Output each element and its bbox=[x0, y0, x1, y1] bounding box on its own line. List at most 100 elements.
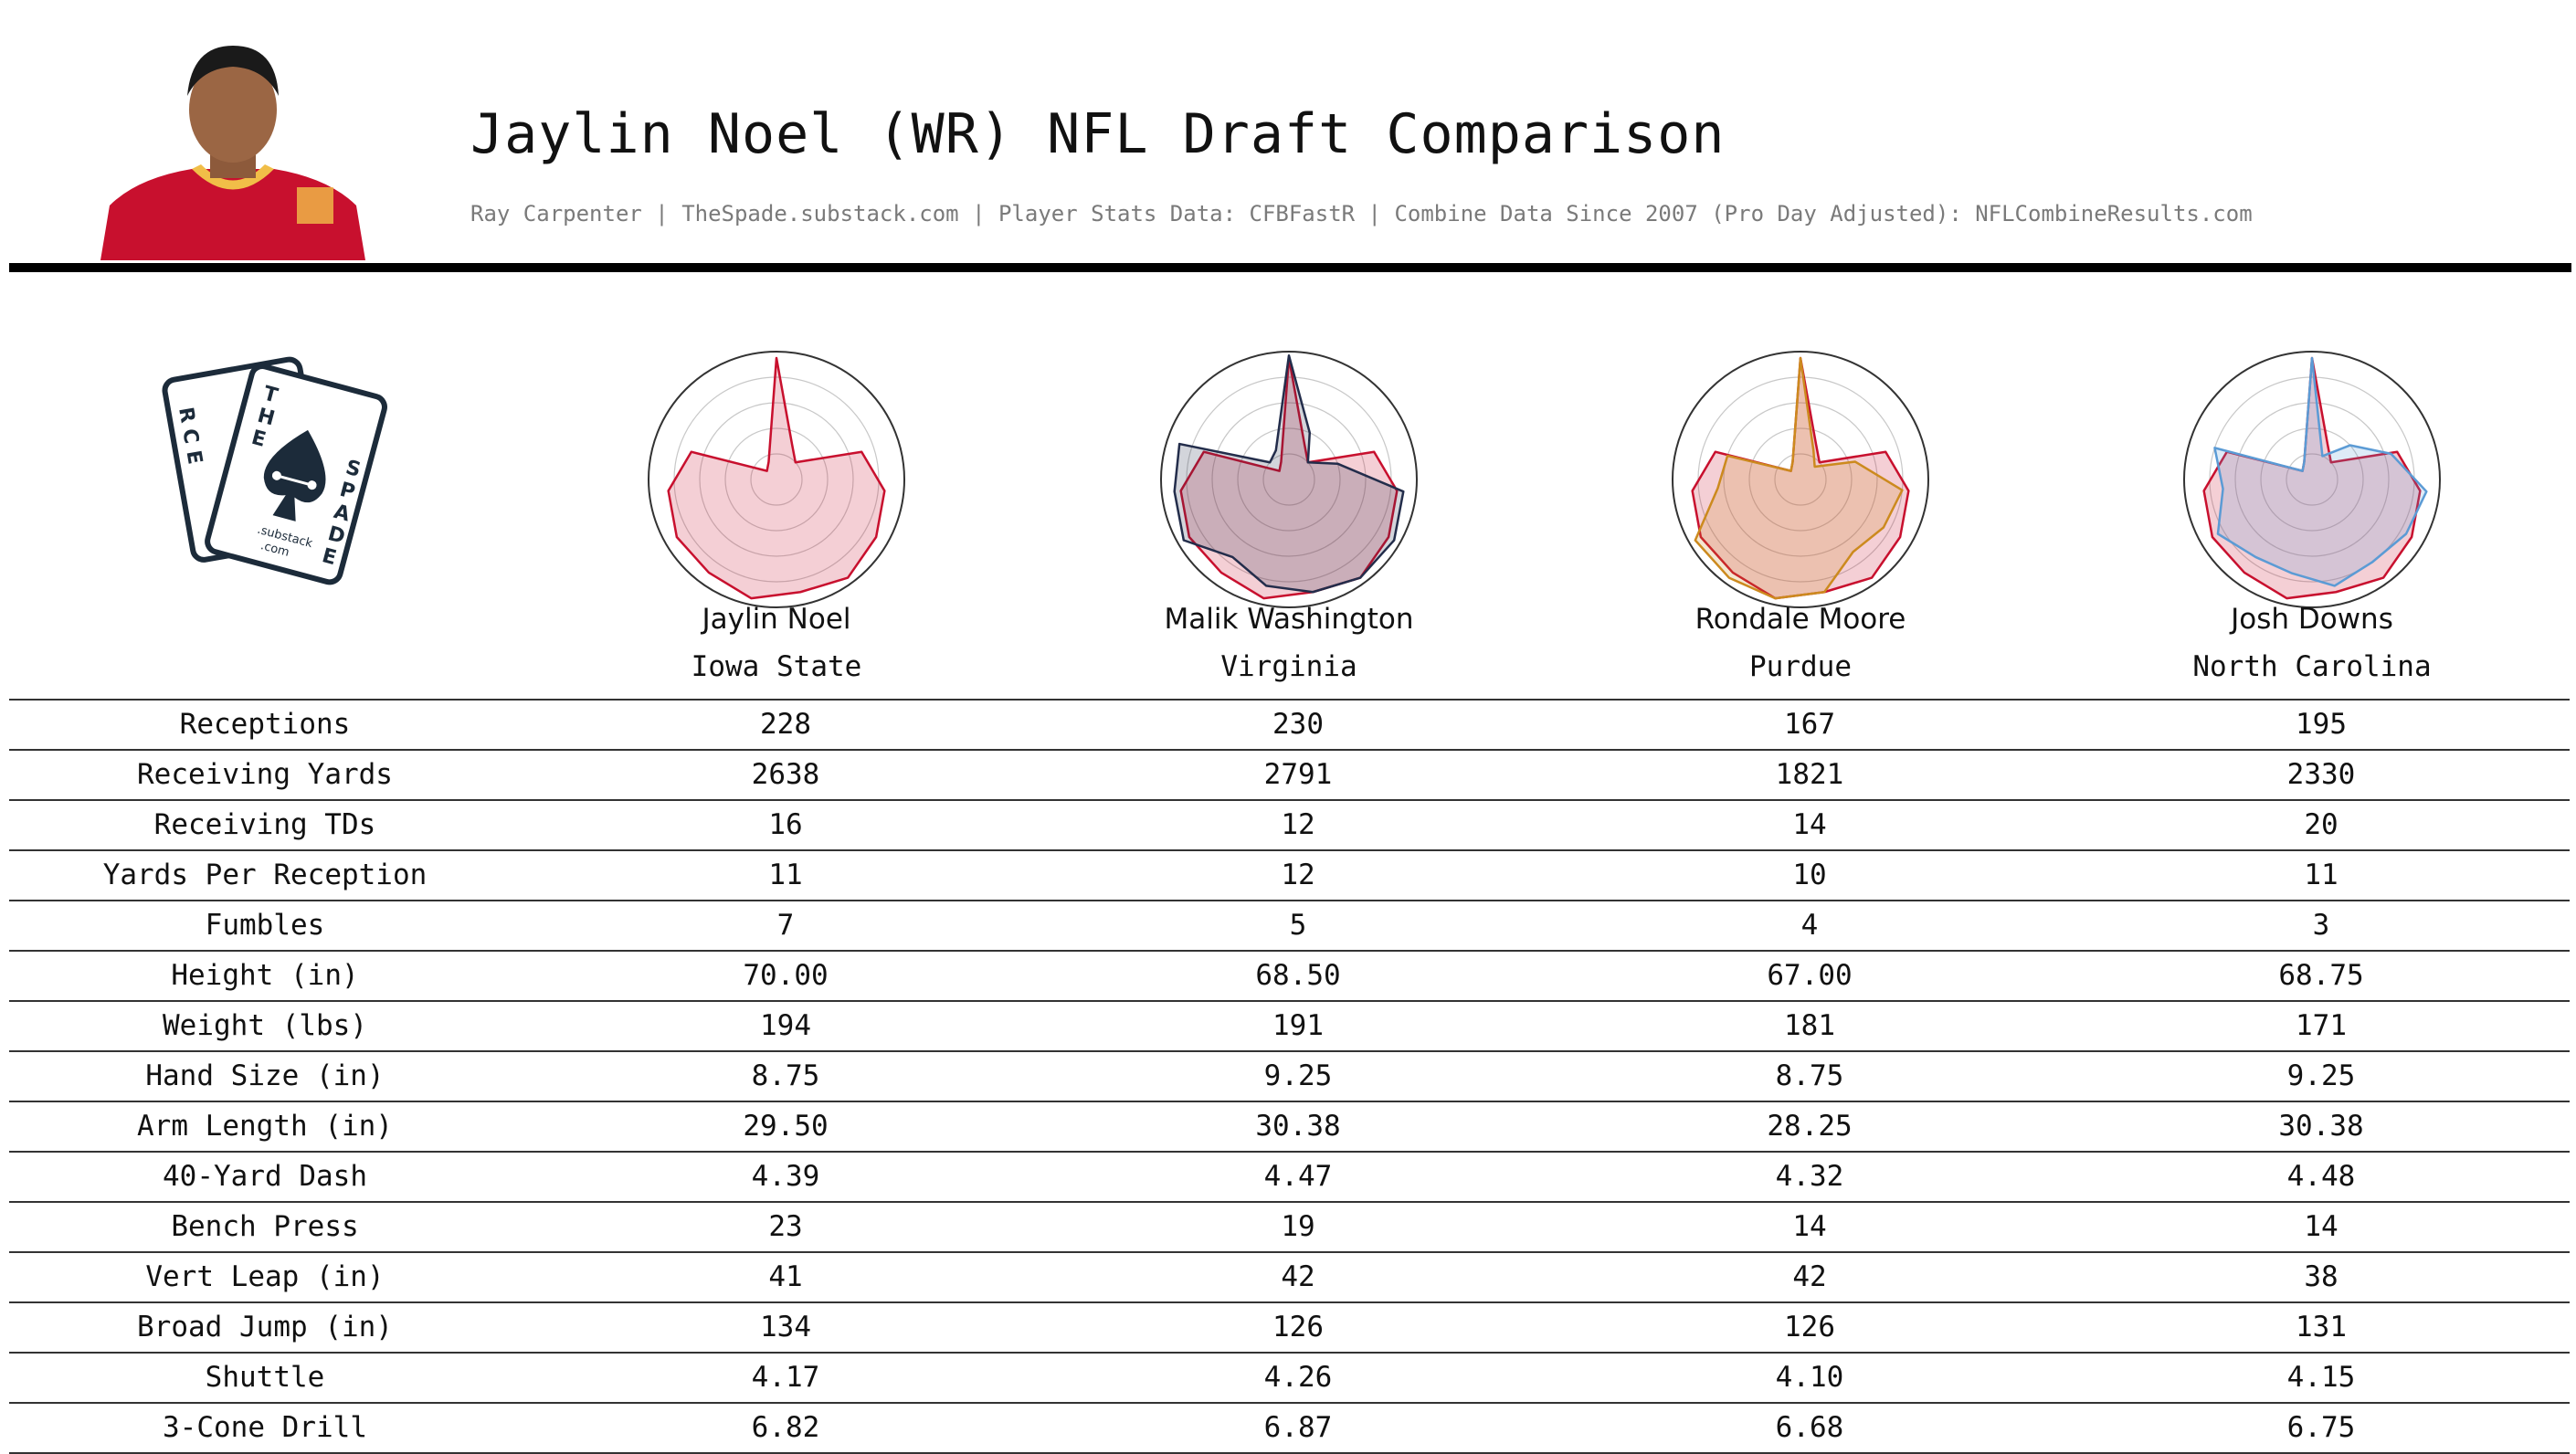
radar-frame bbox=[648, 351, 905, 608]
radar-series-malik-washington bbox=[1173, 353, 1405, 594]
front-card-letter: A bbox=[332, 500, 353, 527]
radar-series-jaylin-noel bbox=[667, 356, 886, 600]
page-subtitle: Ray Carpenter | TheSpade.substack.com | … bbox=[470, 201, 2253, 227]
stat-value: 23 bbox=[768, 1210, 803, 1243]
back-card-letter: C bbox=[177, 427, 202, 446]
stat-value: 4.47 bbox=[1263, 1160, 1333, 1193]
stat-value: 4 bbox=[1800, 909, 1819, 942]
radar-charts bbox=[0, 347, 2576, 621]
radar-grid-ring bbox=[750, 453, 803, 506]
header: Jaylin Noel (WR) NFL Draft Comparison Ra… bbox=[0, 0, 2576, 274]
stat-value: 6.75 bbox=[2286, 1411, 2356, 1444]
stat-value: 194 bbox=[760, 1009, 811, 1042]
stat-value: 11 bbox=[2304, 859, 2338, 891]
stat-value: 8.75 bbox=[1775, 1059, 1844, 1092]
stat-label: Bench Press bbox=[171, 1210, 359, 1243]
stat-value: 42 bbox=[1281, 1260, 1315, 1293]
stat-value: 68.50 bbox=[1255, 959, 1341, 992]
stat-value: 12 bbox=[1281, 808, 1315, 841]
radar-grid-ring bbox=[1211, 402, 1367, 557]
table-row: Vert Leap (in) 41 42 42 38 bbox=[9, 1251, 2570, 1301]
jersey-collar bbox=[192, 164, 274, 190]
stat-value: 3 bbox=[2312, 909, 2330, 942]
stat-value: 14 bbox=[1792, 808, 1827, 841]
radar-grid-ring bbox=[1262, 453, 1315, 506]
stat-label: Vert Leap (in) bbox=[145, 1260, 385, 1293]
player-name: Malik Washington bbox=[1164, 603, 1414, 636]
stat-value: 4.48 bbox=[2286, 1160, 2356, 1193]
stat-value: 9.25 bbox=[2286, 1059, 2356, 1092]
stat-value: 29.50 bbox=[743, 1110, 829, 1143]
stat-value: 68.75 bbox=[2278, 959, 2364, 992]
stat-value: 30.38 bbox=[2278, 1110, 2364, 1143]
stat-value: 7 bbox=[776, 909, 795, 942]
stat-value: 4.26 bbox=[1263, 1361, 1333, 1394]
stat-value: 38 bbox=[2304, 1260, 2338, 1293]
table-row: Receiving Yards 2638 2791 1821 2330 bbox=[9, 749, 2570, 799]
stat-value: 4.32 bbox=[1775, 1160, 1844, 1193]
face bbox=[189, 57, 277, 163]
table-row: 40-Yard Dash 4.39 4.47 4.32 4.48 bbox=[9, 1151, 2570, 1201]
jersey-stripes bbox=[297, 187, 333, 224]
stat-value: 19 bbox=[1281, 1210, 1315, 1243]
player-school: Virginia bbox=[1220, 650, 1357, 683]
radar-frame bbox=[2183, 351, 2441, 608]
stat-value: 4.15 bbox=[2286, 1361, 2356, 1394]
stat-value: 11 bbox=[768, 859, 803, 891]
front-card-letter: P bbox=[337, 479, 357, 504]
back-card-letter: R bbox=[174, 406, 199, 425]
stat-value: 1821 bbox=[1775, 758, 1844, 791]
stat-label: Fumbles bbox=[205, 909, 325, 942]
hair bbox=[187, 46, 279, 96]
stat-label: Receiving TDs bbox=[153, 808, 376, 841]
table-row: Bench Press 23 19 14 14 bbox=[9, 1201, 2570, 1251]
player-name: Jaylin Noel bbox=[702, 603, 851, 636]
stat-value: 20 bbox=[2304, 808, 2338, 841]
stat-value: 14 bbox=[1792, 1210, 1827, 1243]
stat-label: Arm Length (in) bbox=[137, 1110, 393, 1143]
radar-grid-ring bbox=[1237, 427, 1341, 532]
stat-value: 181 bbox=[1784, 1009, 1835, 1042]
stat-value: 30.38 bbox=[1255, 1110, 1341, 1143]
stat-label: Weight (lbs) bbox=[163, 1009, 367, 1042]
radar-grid-ring bbox=[1748, 427, 1853, 532]
stat-value: 228 bbox=[760, 708, 811, 741]
the-spade-logo: R C E T H E S P A D E .substack .com bbox=[162, 356, 387, 585]
radar-chart-rondale-moore bbox=[1672, 351, 1929, 608]
stat-label: Height (in) bbox=[171, 959, 359, 992]
stat-value: 191 bbox=[1272, 1009, 1324, 1042]
stat-value: 134 bbox=[760, 1311, 811, 1343]
stat-label: Shuttle bbox=[205, 1361, 325, 1394]
spade-line bbox=[276, 474, 312, 487]
page-title: Jaylin Noel (WR) NFL Draft Comparison bbox=[470, 102, 1726, 166]
front-card-letter: E bbox=[320, 544, 339, 570]
table-row: Broad Jump (in) 134 126 126 131 bbox=[9, 1301, 2570, 1352]
stat-value: 14 bbox=[2304, 1210, 2338, 1243]
front-card-letter: E bbox=[249, 427, 269, 452]
stat-value: 195 bbox=[2296, 708, 2347, 741]
radar-series-jaylin-noel bbox=[1179, 356, 1399, 600]
stat-value: 70.00 bbox=[743, 959, 829, 992]
stat-label: Receptions bbox=[179, 708, 351, 741]
radar-grid-ring bbox=[2260, 427, 2364, 532]
stat-value: 12 bbox=[1281, 859, 1315, 891]
stat-value: 126 bbox=[1784, 1311, 1835, 1343]
stat-value: 4.39 bbox=[751, 1160, 820, 1193]
radar-chart-josh-downs bbox=[2183, 351, 2441, 608]
player-name: Rondale Moore bbox=[1694, 603, 1906, 636]
stat-value: 6.87 bbox=[1263, 1411, 1333, 1444]
stat-value: 2791 bbox=[1263, 758, 1333, 791]
table-row: Shuttle 4.17 4.26 4.10 4.15 bbox=[9, 1352, 2570, 1402]
stat-value: 4.17 bbox=[751, 1361, 820, 1394]
player-school: Iowa State bbox=[691, 650, 862, 683]
radar-grid-ring bbox=[2286, 453, 2338, 506]
stats-table: Receptions 228 230 167 195 Receiving Yards 263… bbox=[9, 699, 2570, 1454]
stat-label: Receiving Yards bbox=[137, 758, 393, 791]
radar-series-josh-downs bbox=[2213, 356, 2428, 587]
stat-value: 28.25 bbox=[1767, 1110, 1853, 1143]
stat-value: 2638 bbox=[751, 758, 820, 791]
stat-value: 10 bbox=[1792, 859, 1827, 891]
player-school: Purdue bbox=[1749, 650, 1852, 683]
radar-grid-ring bbox=[1723, 402, 1878, 557]
table-row: 3-Cone Drill 6.82 6.87 6.68 6.75 bbox=[9, 1402, 2570, 1454]
